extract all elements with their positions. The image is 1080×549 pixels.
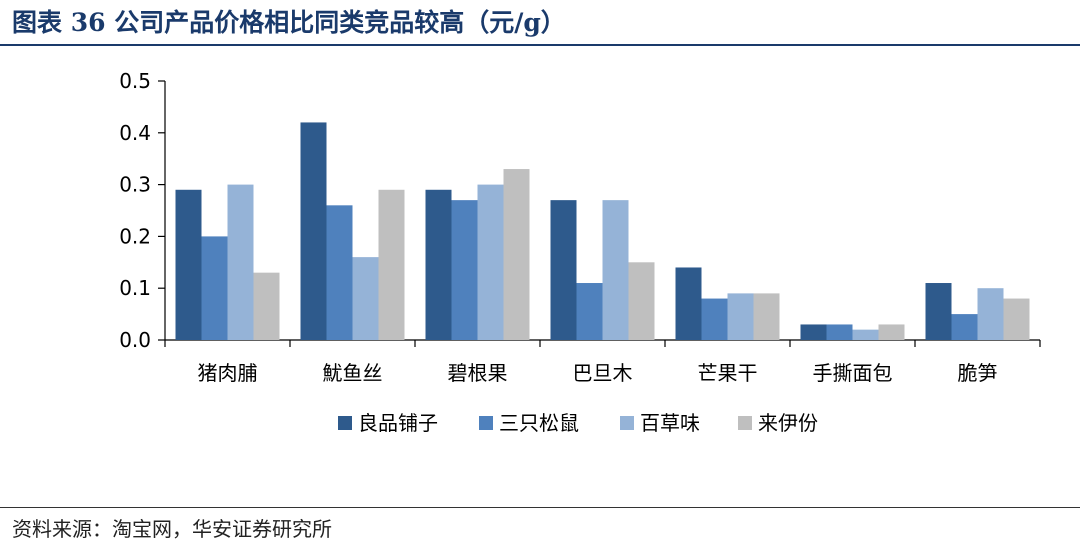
y-tick-label: 0.2 — [119, 224, 151, 248]
x-category-label: 脆笋 — [958, 361, 998, 385]
bar-1-1 — [326, 205, 353, 340]
bar-5-3 — [878, 324, 905, 340]
bar-6-1 — [951, 314, 978, 340]
legend-swatch — [738, 416, 752, 430]
x-category-label: 魷鱼丝 — [323, 361, 383, 385]
chart-title: 图表 36 公司产品价格相比同类竞品较高（元/g） — [12, 8, 566, 37]
x-category-label: 猪肉脯 — [198, 361, 258, 385]
source-note: 资料来源：淘宝网，华安证券研究所 — [12, 517, 332, 541]
y-tick-label: 0.1 — [119, 276, 151, 300]
bar-3-0 — [550, 200, 577, 340]
bar-5-2 — [852, 329, 879, 340]
bar-3-2 — [602, 200, 629, 340]
title-divider — [0, 44, 1080, 46]
bar-6-2 — [977, 288, 1004, 340]
y-tick-label: 0.0 — [119, 328, 151, 352]
bar-6-3 — [1003, 298, 1030, 340]
x-category-label: 巴旦木 — [573, 361, 633, 385]
bar-4-3 — [753, 293, 780, 340]
legend-swatch — [479, 416, 493, 430]
bar-chart: 0.0 0.1 0.2 0.3 0.4 0.5 猪肉脯 魷鱼丝 碧根果 巴旦木 芒果干 手撕面包 脆笋良… — [119, 69, 1041, 435]
bar-4-0 — [675, 267, 702, 340]
bar-3-1 — [576, 283, 603, 340]
bar-4-1 — [701, 298, 728, 340]
legend-label: 三只松鼠 — [499, 411, 579, 435]
bar-0-1 — [201, 236, 228, 340]
legend-label: 良品铺子 — [358, 411, 438, 435]
x-category-label: 碧根果 — [448, 361, 508, 385]
bar-1-0 — [300, 122, 327, 340]
bar-1-2 — [352, 257, 379, 340]
bar-1-3 — [378, 189, 405, 340]
x-category-label: 芒果干 — [698, 361, 758, 385]
bar-5-1 — [826, 324, 853, 340]
legend-label: 百草味 — [640, 411, 700, 435]
bar-2-1 — [451, 200, 478, 340]
bar-2-3 — [503, 169, 530, 340]
y-tick-label: 0.5 — [119, 69, 151, 93]
bar-0-0 — [175, 189, 202, 340]
y-tick-label: 0.4 — [119, 121, 151, 145]
bar-0-2 — [227, 184, 254, 340]
bar-6-0 — [925, 283, 952, 340]
bar-4-2 — [727, 293, 754, 340]
legend-label: 来伊份 — [758, 411, 818, 435]
bar-3-3 — [628, 262, 655, 340]
bar-2-0 — [425, 189, 452, 340]
y-tick-label: 0.3 — [119, 173, 151, 197]
legend-swatch — [338, 416, 352, 430]
footer-divider — [0, 507, 1080, 508]
bar-0-3 — [253, 272, 280, 340]
bar-5-0 — [800, 324, 827, 340]
x-category-label: 手撕面包 — [813, 361, 893, 385]
legend-swatch — [620, 416, 634, 430]
bar-2-2 — [477, 184, 504, 340]
